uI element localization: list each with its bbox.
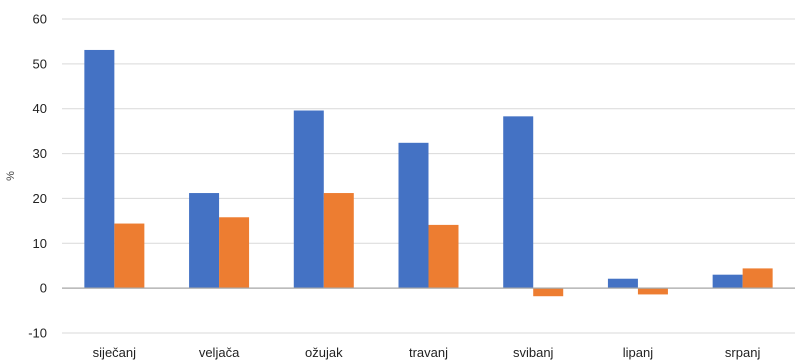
y-tick-label: 50	[33, 56, 47, 71]
y-tick-label: 20	[33, 191, 47, 206]
bar-series-1-3	[398, 142, 429, 289]
bar-series-2-2	[323, 193, 354, 289]
bar-series-1-4	[503, 116, 534, 289]
bar-series-2-0	[114, 223, 145, 289]
bar-series-1-1	[189, 193, 220, 289]
x-tick-label: svibanj	[513, 345, 554, 360]
x-tick-label: travanj	[409, 345, 448, 360]
bar-series-2-6	[742, 268, 773, 289]
x-axis-labels: siječanj veljača ožujak travanj svibanj lipan…	[93, 345, 761, 360]
y-axis-ticks: -10 0 10 20 30 40 50 60	[28, 12, 47, 341]
y-tick-label: 10	[33, 236, 47, 251]
x-tick-label: siječanj	[93, 345, 136, 360]
x-tick-label: veljača	[199, 345, 240, 360]
y-tick-label: 0	[40, 281, 47, 296]
y-tick-label: 30	[33, 146, 47, 161]
y-tick-label: 40	[33, 101, 47, 116]
bars	[84, 49, 773, 297]
bar-series-1-2	[293, 110, 324, 289]
bar-series-1-5	[607, 278, 638, 289]
bar-series-2-1	[219, 217, 250, 289]
x-tick-label: srpanj	[725, 345, 761, 360]
y-axis-label: %	[5, 171, 17, 181]
bar-series-1-0	[84, 49, 115, 289]
bar-series-2-3	[428, 224, 459, 289]
y-tick-label: -10	[28, 326, 47, 341]
x-tick-label: ožujak	[305, 345, 343, 360]
bar-series-1-6	[712, 274, 743, 289]
y-tick-label: 60	[33, 12, 47, 27]
x-tick-label: lipanj	[623, 345, 653, 360]
bar-series-2-5	[637, 288, 668, 295]
bar-series-2-4	[533, 288, 564, 297]
